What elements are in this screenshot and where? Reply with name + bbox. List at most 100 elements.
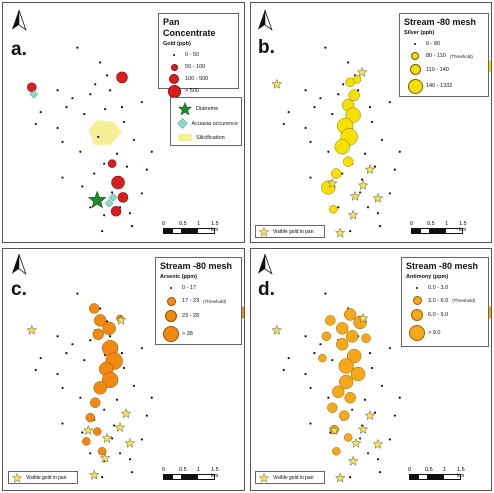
class-symbol-b4: [407, 78, 423, 94]
sample-point: [145, 168, 148, 171]
sample-point: [378, 225, 382, 228]
visible-gold-stars-b: [271, 66, 384, 238]
visible-gold-label-c: Visible gold in pan: [26, 474, 67, 481]
legend-class-a1: 0 - 50: [185, 52, 200, 58]
diatreme-star: [87, 190, 107, 209]
antimony-anomaly: [332, 385, 345, 399]
gold-star: [334, 227, 346, 238]
gold-star: [356, 66, 368, 77]
sample-point: [359, 437, 362, 440]
antimony-anomaly: [345, 330, 359, 343]
sample-point: [313, 106, 316, 109]
scale-label-1: 1: [443, 467, 447, 473]
sample-point: [39, 110, 42, 114]
antimony-anomaly: [338, 358, 354, 374]
class-symbol-b2: [411, 52, 419, 60]
map-panel-a: a. Pan Concentrate Gold (ppb) 0 - 50 50 …: [2, 2, 245, 243]
scale-bar-b: 0 0.5 1 1.5 km: [410, 221, 467, 234]
gold-anomaly: [27, 82, 37, 93]
sample-point: [56, 89, 59, 92]
sample-point: [122, 120, 126, 124]
legend-class-c4: > 28: [182, 331, 193, 337]
gold-anomaly: [111, 175, 125, 190]
sample-point: [363, 152, 367, 155]
antimony-anomaly: [321, 331, 332, 341]
sample-point: [368, 352, 372, 355]
class-symbol-d4: [409, 325, 425, 341]
sample-point: [132, 138, 136, 141]
legend-class-a3: 100 - 500: [185, 76, 209, 82]
sample-point: [327, 396, 330, 399]
antimony-anomaly: [343, 433, 353, 442]
legend-subtitle-d: Antimony (ppm): [406, 274, 449, 280]
arsenic-anomaly: [93, 314, 107, 327]
legend-title-c: Stream -80 mesh: [160, 261, 233, 271]
legend-c: Stream -80 mesh Arsenic (ppm) 0 - 17 17 …: [155, 257, 242, 345]
sample-point: [145, 414, 148, 417]
sample-point: [61, 386, 64, 389]
legend-subtitle-a: Gold (ppb): [163, 41, 191, 47]
gold-star: [115, 314, 127, 325]
sample-point: [112, 424, 116, 427]
gold-star: [357, 312, 369, 323]
sample-point: [331, 112, 334, 116]
threshold-note-b: (Threshold): [449, 53, 473, 59]
legend-subtitle-c: Arsenic (ppm): [160, 274, 197, 280]
sample-point: [65, 352, 68, 355]
sample-point: [99, 307, 102, 310]
sample-point: [140, 192, 143, 195]
sample-point: [324, 292, 327, 295]
sample-point: [331, 358, 334, 362]
sample-point: [94, 83, 97, 86]
sample-point: [282, 368, 285, 372]
scale-label-1: 1: [445, 221, 449, 227]
legend-class-d4: > 9.0: [428, 330, 441, 336]
feature-legend-a: Diatreme Acuasia occurence Silicificatio…: [170, 97, 242, 146]
sample-point: [388, 192, 391, 195]
antimony-anomaly: [350, 366, 366, 382]
sample-point: [120, 106, 124, 109]
sample-point: [125, 165, 129, 168]
panel-letter-c: c.: [11, 279, 27, 300]
sample-point: [380, 138, 383, 141]
gold-star: [271, 78, 283, 89]
sample-point: [368, 106, 372, 109]
legend-b: Stream -80 mesh Silver (ppb) 0 - 80 80 -…: [399, 13, 489, 97]
sample-point: [130, 471, 134, 474]
sample-point: [287, 110, 290, 114]
sample-point: [337, 93, 340, 96]
silver-anomaly: [345, 107, 361, 123]
map-c-canvas: [11, 253, 244, 480]
antimony-anomaly: [339, 374, 354, 390]
silicification-swatch: [178, 134, 192, 141]
class-symbol-b1: [413, 42, 417, 46]
arsenic-anomaly: [82, 437, 91, 446]
panel-letter-b: b.: [258, 37, 275, 58]
antimony-anomaly: [318, 353, 327, 363]
panel-letter-a: a.: [11, 39, 27, 60]
legend-subtitle-b: Silver (ppb): [404, 30, 435, 36]
map-panel-d: d. Stream -80 mesh Antimony (ppm) 0.0 - …: [250, 248, 492, 491]
sample-point: [309, 176, 312, 179]
legend-title-a: Pan Concentrate: [163, 17, 216, 38]
sample-point: [79, 396, 82, 399]
sample-points-a: [34, 46, 153, 233]
sample-point: [103, 162, 106, 165]
gold-star: [347, 209, 359, 220]
sample-point: [150, 150, 153, 153]
gold-star: [326, 177, 338, 189]
legend-class-b4: 140 - 1332: [426, 83, 453, 89]
sample-point: [99, 61, 102, 64]
sample-point: [103, 214, 106, 217]
legend-class-b1: 0 - 80: [426, 41, 441, 47]
antimony-anomaly: [325, 315, 336, 326]
sample-point: [61, 422, 64, 425]
sample-point: [101, 476, 104, 479]
visible-gold-legend-b: Visible gold in pan: [255, 225, 325, 238]
antimony-anomaly: [336, 322, 349, 335]
gold-star: [372, 192, 384, 203]
class-symbol-a1: [172, 53, 176, 57]
sample-point: [304, 372, 307, 376]
sample-point: [388, 101, 391, 104]
sample-point: [120, 352, 124, 355]
